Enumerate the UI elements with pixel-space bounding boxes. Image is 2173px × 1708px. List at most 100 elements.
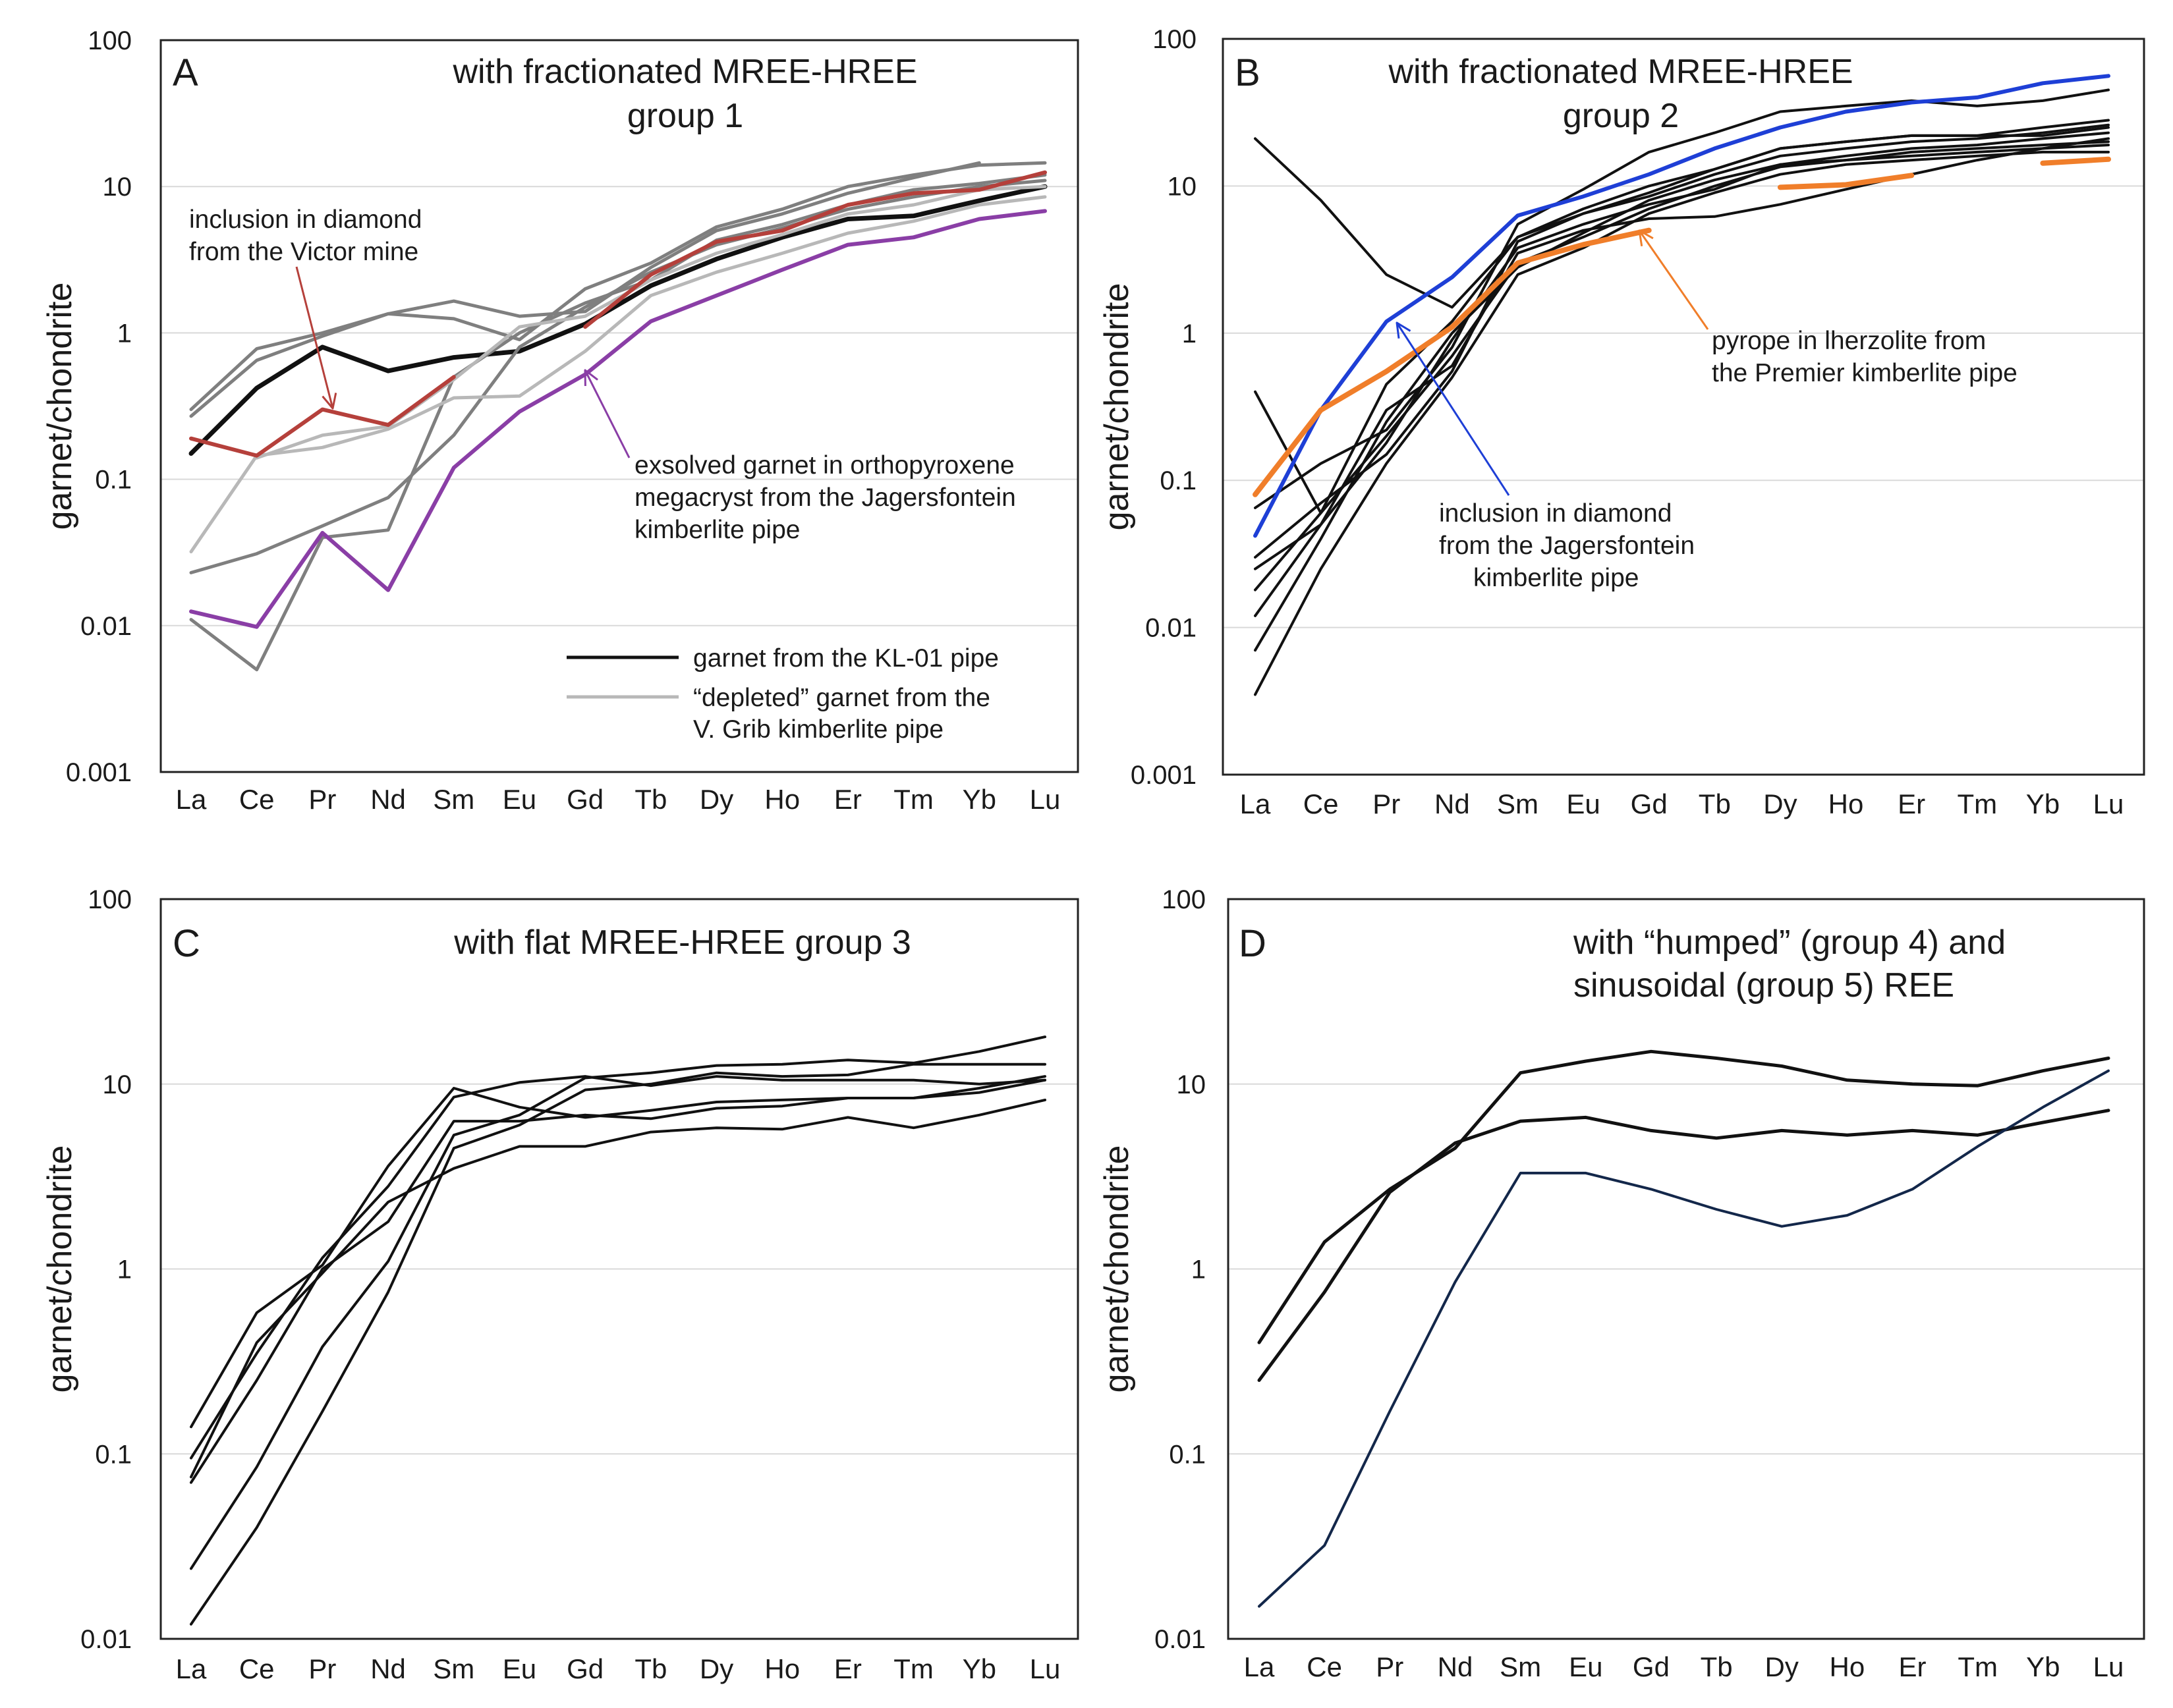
y-tick-label: 1: [117, 319, 132, 348]
x-tick-label: Yb: [2026, 1651, 2060, 1682]
plot-frame: [1227, 898, 2145, 1640]
series-line: [189, 161, 981, 412]
x-tick-label: Yb: [963, 784, 996, 815]
y-axis-label: garnet/chondrite: [1098, 283, 1136, 531]
series-line: [190, 1098, 1046, 1479]
x-tick-label: Sm: [1497, 788, 1538, 819]
y-tick-label: 10: [103, 1070, 132, 1099]
y-tick-label: 1: [1191, 1255, 1206, 1284]
plot-frame: [159, 898, 1079, 1640]
panel-c: 0.01 0.1 1 10 100 La Ce Pr Nd Sm Eu Gd Tb Dy Ho Er Tm Yb L…: [41, 885, 1079, 1684]
series-line: [1254, 131, 2110, 652]
series-line: [189, 209, 1047, 629]
x-tick-label: Sm: [433, 1653, 474, 1684]
series-line: [189, 161, 1047, 418]
x-tick-label: Tb: [635, 1653, 667, 1684]
panel-letter: D: [1239, 922, 1266, 965]
series-line: [1254, 137, 2110, 570]
x-tick-label: Dy: [700, 784, 733, 815]
annotation-arrow-head: [1638, 229, 1654, 246]
x-tick-label: La: [1244, 1651, 1275, 1682]
x-tick-label: Lu: [1030, 1653, 1061, 1684]
x-tick-label: Lu: [1030, 784, 1061, 815]
series-line: [188, 184, 1048, 456]
series-line: [189, 375, 456, 458]
x-tick-label: Er: [1898, 788, 1925, 819]
x-tick-label: Gd: [567, 1653, 604, 1684]
annotation-arrow-head: [584, 369, 598, 387]
panel-title: with “humped” (group 4) and: [1573, 923, 2006, 962]
x-tick-label: Ce: [239, 1653, 275, 1684]
x-tick-label: Pr: [308, 784, 336, 815]
x-tick-label: Nd: [1438, 1651, 1473, 1682]
annotation-arrow: [584, 370, 631, 458]
x-tick-label: Sm: [433, 784, 474, 815]
series-line: [190, 1062, 1046, 1626]
y-tick-label: 0.001: [66, 758, 132, 787]
annotation-arrow: [1638, 230, 1709, 330]
x-tick-label: Ho: [1830, 1651, 1865, 1682]
series-line: [1253, 74, 2110, 538]
panel-title: group 2: [1563, 97, 1679, 135]
annotation-text: the Premier kimberlite pipe: [1712, 359, 2018, 387]
panel-a: 0.001 0.01 0.1 1 10 100 La Ce Pr Nd Sm Eu Gd Tb Dy Ho Er…: [41, 26, 1079, 815]
x-tick-label: Gd: [567, 784, 604, 815]
x-tick-label: Dy: [1763, 788, 1797, 819]
series-line: [190, 1075, 1046, 1484]
x-tick-label: La: [176, 784, 207, 815]
y-tick-label: 0.01: [1154, 1625, 1206, 1654]
series-line: [190, 1035, 1046, 1570]
x-tick-label: Pr: [1372, 788, 1400, 819]
panel-letter: C: [173, 922, 200, 965]
y-tick-label: 0.1: [95, 1440, 132, 1469]
panel-d: 0.01 0.1 1 10 100 La Ce Pr Nd Sm Eu Gd Tb Dy Ho Er Tm Yb L…: [1098, 885, 2145, 1682]
y-tick-label: 0.1: [1160, 466, 1197, 495]
y-tick-label: 100: [1152, 25, 1197, 54]
legend-label: garnet from the KL-01 pipe: [693, 644, 999, 673]
legend-label: V. Grib kimberlite pipe: [693, 715, 944, 744]
y-tick-label: 1: [1182, 319, 1197, 348]
x-tick-label: Dy: [700, 1653, 733, 1684]
annotation-text: inclusion in diamond: [189, 206, 422, 234]
panel-title: sinusoidal (group 5) REE: [1573, 966, 1954, 1005]
x-tick-label: Ce: [1303, 788, 1339, 819]
legend-label: “depleted” garnet from the: [693, 684, 990, 712]
y-tick-label: 10: [103, 173, 132, 202]
y-tick-label: 1: [117, 1255, 132, 1284]
y-axis-label: garnet/chondrite: [1098, 1145, 1136, 1393]
series-line: [1258, 1069, 2110, 1608]
panel-letter: A: [173, 51, 198, 94]
series-line: [1254, 150, 2110, 696]
y-tick-label: 10: [1168, 172, 1197, 201]
x-tick-label: Tm: [1958, 1651, 1998, 1682]
x-tick-label: Ho: [764, 784, 800, 815]
x-tick-label: Sm: [1500, 1651, 1541, 1682]
x-tick-label: Dy: [1765, 1651, 1799, 1682]
x-tick-label: Nd: [370, 1653, 406, 1684]
x-tick-label: Gd: [1633, 1651, 1670, 1682]
y-tick-label: 100: [88, 26, 132, 55]
series-line: [1253, 227, 1652, 497]
annotation-arrow-head: [1396, 321, 1411, 339]
x-tick-label: Nd: [1434, 788, 1470, 819]
x-tick-label: Ho: [1828, 788, 1864, 819]
annotation-text: kimberlite pipe: [1473, 564, 1639, 592]
x-tick-label: La: [176, 1653, 207, 1684]
series-line: [1254, 123, 2110, 559]
plot-frame: [1222, 38, 2145, 776]
y-axis-label: garnet/chondrite: [41, 283, 79, 530]
y-tick-label: 0.01: [80, 1625, 132, 1654]
panel-title: with flat MREE-HREE group 3: [453, 923, 911, 962]
annotation-text: from the Jagersfontein: [1439, 532, 1695, 560]
annotation-text: inclusion in diamond: [1439, 499, 1672, 528]
x-tick-label: Tb: [635, 784, 667, 815]
y-tick-label: 100: [88, 885, 132, 914]
x-tick-label: Tm: [1957, 788, 1997, 819]
annotation-text: pyrope in lherzolite from: [1712, 327, 1986, 355]
x-tick-label: Tb: [1699, 788, 1731, 819]
series-line: [1777, 173, 1915, 190]
series-line: [190, 1075, 1046, 1460]
y-tick-label: 0.001: [1131, 761, 1197, 790]
annotation-text: kimberlite pipe: [635, 516, 800, 544]
series-line: [190, 1078, 1046, 1429]
